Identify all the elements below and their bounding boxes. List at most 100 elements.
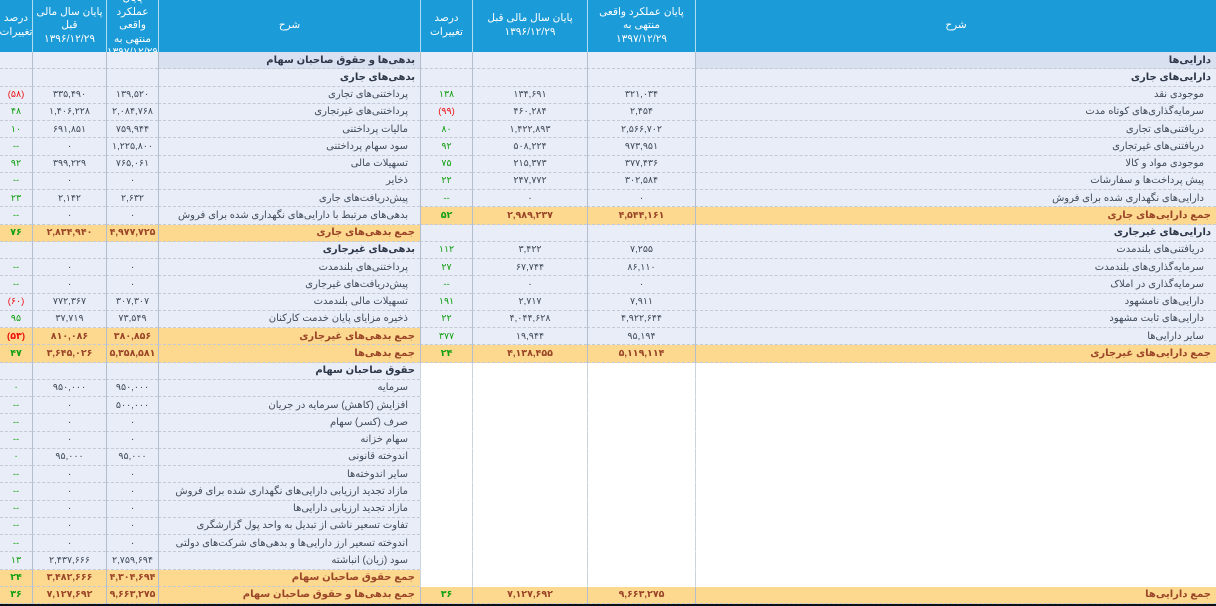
liabilities-current-value-cell: ۰ — [106, 431, 158, 449]
liabilities-change-pct-cell: ۹۵ — [0, 310, 32, 328]
assets-current-value-cell: ۲,۴۵۴ — [587, 103, 695, 121]
assets-change-pct-cell: -- — [420, 190, 472, 208]
assets-change-pct-cell: ۲۴ — [420, 345, 472, 363]
assets-previous-value-cell — [472, 224, 587, 242]
assets-desc-cell: دارایی‌های نامشهود — [695, 293, 1216, 311]
assets-previous-value-cell: ۴,۰۴۴,۶۲۸ — [472, 310, 587, 328]
liabilities-desc-cell: جمع بدهی‌ها — [158, 345, 420, 363]
liabilities-change-pct-cell: -- — [0, 397, 32, 415]
assets-previous-value-cell: ۴,۱۳۸,۴۵۵ — [472, 345, 587, 363]
liabilities-desc-cell: مالیات پرداختنی — [158, 121, 420, 139]
assets-change-pct-cell — [420, 52, 472, 70]
table-body: دارایی‌ها بدهی‌ها و حقوق صاحبان سهام دارای… — [0, 52, 1216, 604]
assets-previous-value-cell: ۰ — [472, 276, 587, 294]
assets-current-value-cell — [587, 52, 695, 70]
assets-change-header: درصد تغییرات — [420, 0, 472, 52]
assets-previous-value-cell: ۴۶۰,۲۸۴ — [472, 103, 587, 121]
liabilities-previous-value-cell: ۰ — [32, 517, 106, 535]
assets-previous-value-cell — [472, 500, 587, 518]
liabilities-change-pct-cell: -- — [0, 414, 32, 432]
assets-change-pct-cell: ۵۲ — [420, 207, 472, 225]
liabilities-current-value-cell: ۹۵,۰۰۰ — [106, 448, 158, 466]
assets-current-value-cell — [587, 535, 695, 553]
assets-desc-cell: دارایی‌های غیرجاری — [695, 224, 1216, 242]
liabilities-change-pct-cell: -- — [0, 431, 32, 449]
liabilities-change-pct-cell: (۶۰) — [0, 293, 32, 311]
liabilities-previous-value-cell: ۰ — [32, 172, 106, 190]
liabilities-desc-header: شرح — [158, 0, 420, 52]
assets-current-header: پایان عملکرد واقعی منتهی به ۱۳۹۷/۱۲/۲۹ — [587, 0, 695, 52]
assets-desc-cell: پیش پرداخت‌ها و سفارشات — [695, 172, 1216, 190]
assets-previous-value-cell — [472, 431, 587, 449]
assets-desc-cell — [695, 466, 1216, 484]
liabilities-desc-cell: جمع بدهی‌های غیرجاری — [158, 328, 420, 346]
assets-change-pct-cell — [420, 69, 472, 87]
assets-desc-cell — [695, 569, 1216, 587]
liabilities-desc-cell: سایر اندوخته‌ها — [158, 466, 420, 484]
liabilities-desc-cell: سود (زیان) انباشته — [158, 552, 420, 570]
liabilities-change-pct-cell: -- — [0, 276, 32, 294]
assets-desc-cell — [695, 379, 1216, 397]
assets-desc-cell — [695, 535, 1216, 553]
liabilities-current-value-cell: ۲,۰۸۴,۷۶۸ — [106, 103, 158, 121]
liabilities-desc-cell: پرداختنی‌های غیرتجاری — [158, 103, 420, 121]
liabilities-previous-value-cell: ۲,۸۳۴,۹۴۰ — [32, 224, 106, 242]
assets-current-value-cell — [587, 569, 695, 587]
liabilities-change-pct-cell: -- — [0, 172, 32, 190]
assets-desc-cell — [695, 552, 1216, 570]
liabilities-change-pct-cell: ۳۶ — [0, 586, 32, 604]
liabilities-previous-value-cell — [32, 52, 106, 70]
liabilities-change-pct-cell: ۲۴ — [0, 569, 32, 587]
liabilities-current-value-cell: ۰ — [106, 483, 158, 501]
liabilities-desc-cell: پرداختنی‌های بلندمدت — [158, 259, 420, 277]
liabilities-change-pct-cell: ۴۷ — [0, 345, 32, 363]
assets-desc-cell — [695, 448, 1216, 466]
assets-current-value-cell: ۰ — [587, 190, 695, 208]
assets-change-pct-cell: (۹۹) — [420, 103, 472, 121]
assets-desc-cell: دارایی‌های ثابت مشهود — [695, 310, 1216, 328]
assets-desc-cell: دریافتنی‌های تجاری — [695, 121, 1216, 139]
assets-change-pct-cell — [420, 535, 472, 553]
liabilities-current-value-cell: ۴,۹۷۷,۷۲۵ — [106, 224, 158, 242]
assets-desc-cell — [695, 517, 1216, 535]
liabilities-change-pct-cell: -- — [0, 138, 32, 156]
assets-previous-value-cell — [472, 52, 587, 70]
assets-previous-value-cell: ۱۳۴,۶۹۱ — [472, 86, 587, 104]
liabilities-change-pct-cell: ۱۰ — [0, 121, 32, 139]
liabilities-desc-cell: حقوق صاحبان سهام — [158, 362, 420, 380]
assets-previous-value-cell — [472, 483, 587, 501]
assets-change-pct-cell — [420, 483, 472, 501]
assets-current-value-cell — [587, 414, 695, 432]
liabilities-previous-value-cell — [32, 69, 106, 87]
assets-previous-value-cell: ۳,۴۲۲ — [472, 241, 587, 259]
assets-desc-cell: سرمایه‌گذاری‌های بلندمدت — [695, 259, 1216, 277]
liabilities-previous-value-cell: ۳۷,۷۱۹ — [32, 310, 106, 328]
assets-previous-value-cell — [472, 448, 587, 466]
assets-previous-value-cell: ۲,۷۱۷ — [472, 293, 587, 311]
liabilities-desc-cell: افزایش (کاهش) سرمایه در جریان — [158, 397, 420, 415]
assets-change-pct-cell: ۹۲ — [420, 138, 472, 156]
liabilities-current-header: پایان عملکرد واقعی منتهی به ۱۳۹۷/۱۲/۲۹ — [106, 0, 158, 52]
liabilities-current-value-cell: ۵۰۰,۰۰۰ — [106, 397, 158, 415]
assets-current-value-cell: ۳۰۲,۵۸۴ — [587, 172, 695, 190]
assets-change-pct-cell: ۱۹۱ — [420, 293, 472, 311]
assets-change-pct-cell — [420, 431, 472, 449]
liabilities-previous-value-cell: ۳۹۹,۲۲۹ — [32, 155, 106, 173]
liabilities-previous-value-cell — [32, 241, 106, 259]
assets-desc-cell: جمع دارایی‌های غیرجاری — [695, 345, 1216, 363]
assets-change-pct-cell — [420, 466, 472, 484]
assets-previous-value-cell: ۷,۱۲۷,۶۹۲ — [472, 586, 587, 604]
assets-desc-cell: سایر دارایی‌ها — [695, 328, 1216, 346]
liabilities-change-pct-cell: -- — [0, 207, 32, 225]
assets-desc-cell — [695, 362, 1216, 380]
liabilities-change-pct-cell: ۰ — [0, 448, 32, 466]
liabilities-current-value-cell — [106, 241, 158, 259]
liabilities-desc-cell: بدهی‌های غیرجاری — [158, 241, 420, 259]
liabilities-change-pct-cell: -- — [0, 535, 32, 553]
assets-current-value-cell — [587, 379, 695, 397]
liabilities-previous-value-cell: ۰ — [32, 259, 106, 277]
liabilities-previous-value-cell: ۳,۶۴۵,۰۲۶ — [32, 345, 106, 363]
liabilities-previous-value-cell: ۰ — [32, 500, 106, 518]
assets-desc-cell: دارایی‌های نگهداری شده برای فروش — [695, 190, 1216, 208]
